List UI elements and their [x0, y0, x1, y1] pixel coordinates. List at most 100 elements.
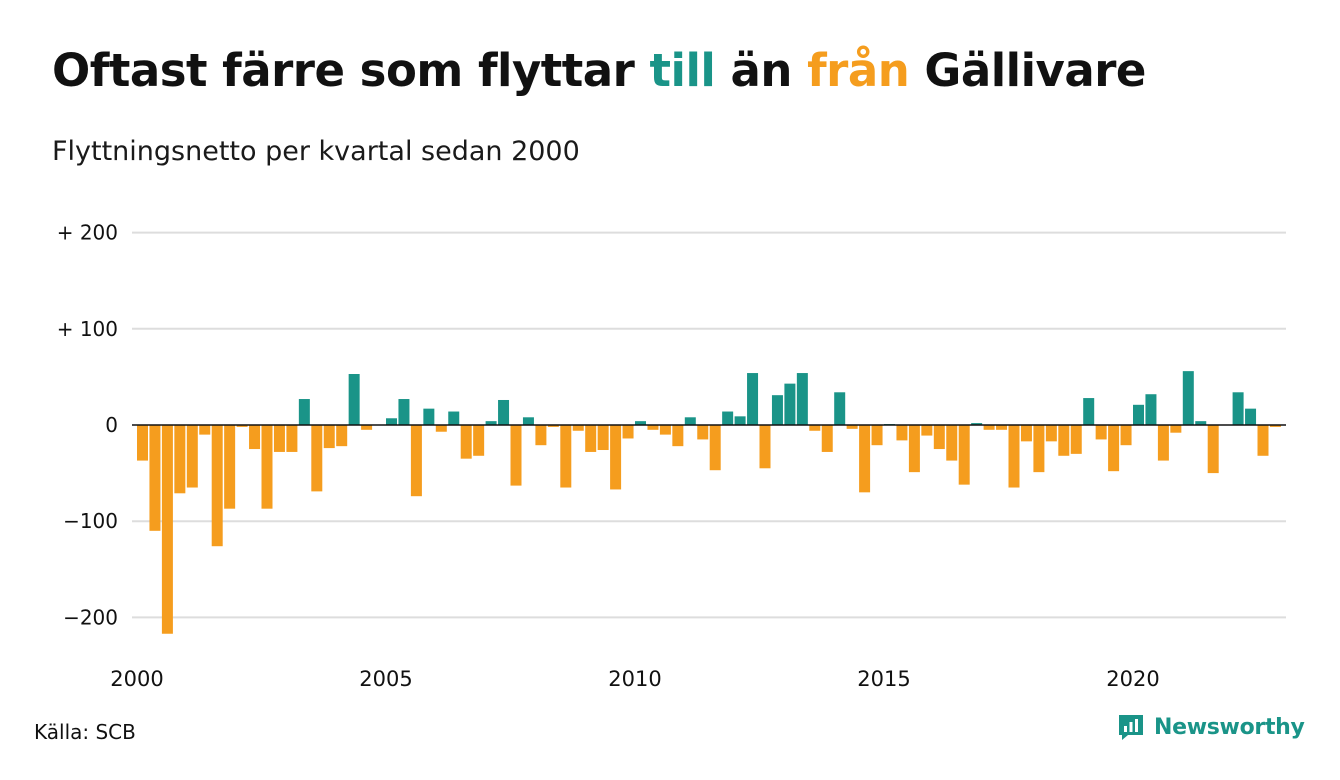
bars	[137, 371, 1281, 634]
bar	[1232, 392, 1244, 425]
bar	[174, 425, 186, 494]
bar	[933, 425, 945, 450]
bar	[1095, 425, 1107, 440]
y-tick-label: −100	[63, 509, 118, 533]
bar	[846, 425, 858, 429]
x-tick-label: 2010	[608, 667, 661, 691]
bar	[996, 425, 1008, 430]
bar	[834, 392, 846, 425]
bar	[585, 425, 597, 452]
bar	[659, 425, 671, 435]
bar	[1157, 425, 1169, 461]
y-axis-labels: + 200 + 100 0 −100 −200	[57, 221, 118, 630]
bar	[361, 425, 373, 430]
bar	[722, 411, 734, 425]
bar	[423, 408, 435, 425]
bar	[821, 425, 833, 452]
bar	[348, 374, 360, 425]
bar	[485, 421, 497, 425]
bar	[1120, 425, 1132, 446]
brand-name: Newsworthy	[1154, 714, 1305, 740]
bar	[323, 425, 335, 449]
y-tick-label: −200	[63, 605, 118, 629]
bar	[535, 425, 547, 446]
bar	[311, 425, 323, 492]
bar	[859, 425, 871, 493]
bar	[1245, 408, 1257, 425]
bar	[672, 425, 684, 447]
bar	[684, 417, 696, 425]
bar	[1170, 425, 1182, 433]
bar	[1195, 421, 1207, 425]
bar	[286, 425, 298, 452]
bar	[610, 425, 622, 490]
bar	[1058, 425, 1070, 456]
bar	[498, 399, 510, 425]
title-part-1: Oftast färre som flyttar	[52, 44, 650, 97]
chart-subtitle: Flyttningsnetto per kvartal sedan 2000	[52, 136, 580, 167]
bar	[161, 425, 173, 634]
x-tick-label: 2000	[110, 667, 163, 691]
title-part-2: än	[715, 44, 808, 97]
bar	[983, 425, 995, 430]
bar	[747, 373, 759, 425]
bar	[597, 425, 609, 451]
bar	[186, 425, 198, 488]
bar	[336, 425, 348, 447]
bar	[921, 425, 933, 436]
x-tick-label: 2015	[857, 667, 910, 691]
bar	[211, 425, 223, 547]
title-highlight-till: till	[649, 44, 716, 97]
bar	[1133, 404, 1144, 425]
chart-title: Oftast färre som flyttar till än från Gä…	[52, 44, 1146, 97]
bar-chart: + 200 + 100 0 −100 −200 2000 2005 2010 2015 2020	[57, 221, 1286, 691]
bar	[236, 425, 248, 427]
brand-logo: Newsworthy	[1116, 712, 1305, 742]
bar	[958, 425, 970, 485]
bar	[460, 425, 472, 459]
bar	[784, 383, 796, 425]
bar	[473, 425, 485, 456]
y-tick-label: 0	[105, 413, 118, 437]
y-tick-label: + 200	[57, 221, 118, 245]
gridlines	[132, 231, 1286, 619]
bar	[137, 425, 148, 461]
bar	[971, 423, 983, 425]
bar	[398, 399, 410, 425]
bar	[410, 425, 422, 497]
bar	[1070, 425, 1082, 454]
bar	[709, 425, 721, 471]
bar	[1045, 425, 1057, 442]
source-note: Källa: SCB	[34, 720, 136, 744]
bar	[946, 425, 958, 461]
bar	[510, 425, 522, 486]
bar	[896, 425, 908, 441]
y-tick-label: + 100	[57, 317, 118, 341]
bar	[560, 425, 572, 488]
bar	[1083, 398, 1095, 425]
bar	[261, 425, 273, 509]
bar	[622, 425, 634, 439]
bar	[522, 417, 534, 425]
bar	[199, 425, 211, 435]
bar	[771, 395, 783, 425]
bar	[871, 425, 883, 446]
bar	[547, 425, 559, 427]
bar	[734, 416, 746, 425]
title-highlight-fran: från	[807, 44, 910, 97]
bar	[1008, 425, 1020, 488]
bar	[1108, 425, 1120, 472]
title-part-3: Gällivare	[909, 44, 1146, 97]
x-tick-label: 2020	[1106, 667, 1159, 691]
bar	[224, 425, 236, 509]
bar	[1033, 425, 1045, 473]
bar	[796, 373, 808, 425]
bar	[635, 421, 646, 425]
bar	[273, 425, 285, 452]
bar	[1020, 425, 1032, 442]
bar	[435, 425, 447, 432]
x-tick-label: 2005	[359, 667, 412, 691]
bar	[1182, 371, 1194, 425]
bar	[149, 425, 161, 531]
bar	[759, 425, 771, 469]
